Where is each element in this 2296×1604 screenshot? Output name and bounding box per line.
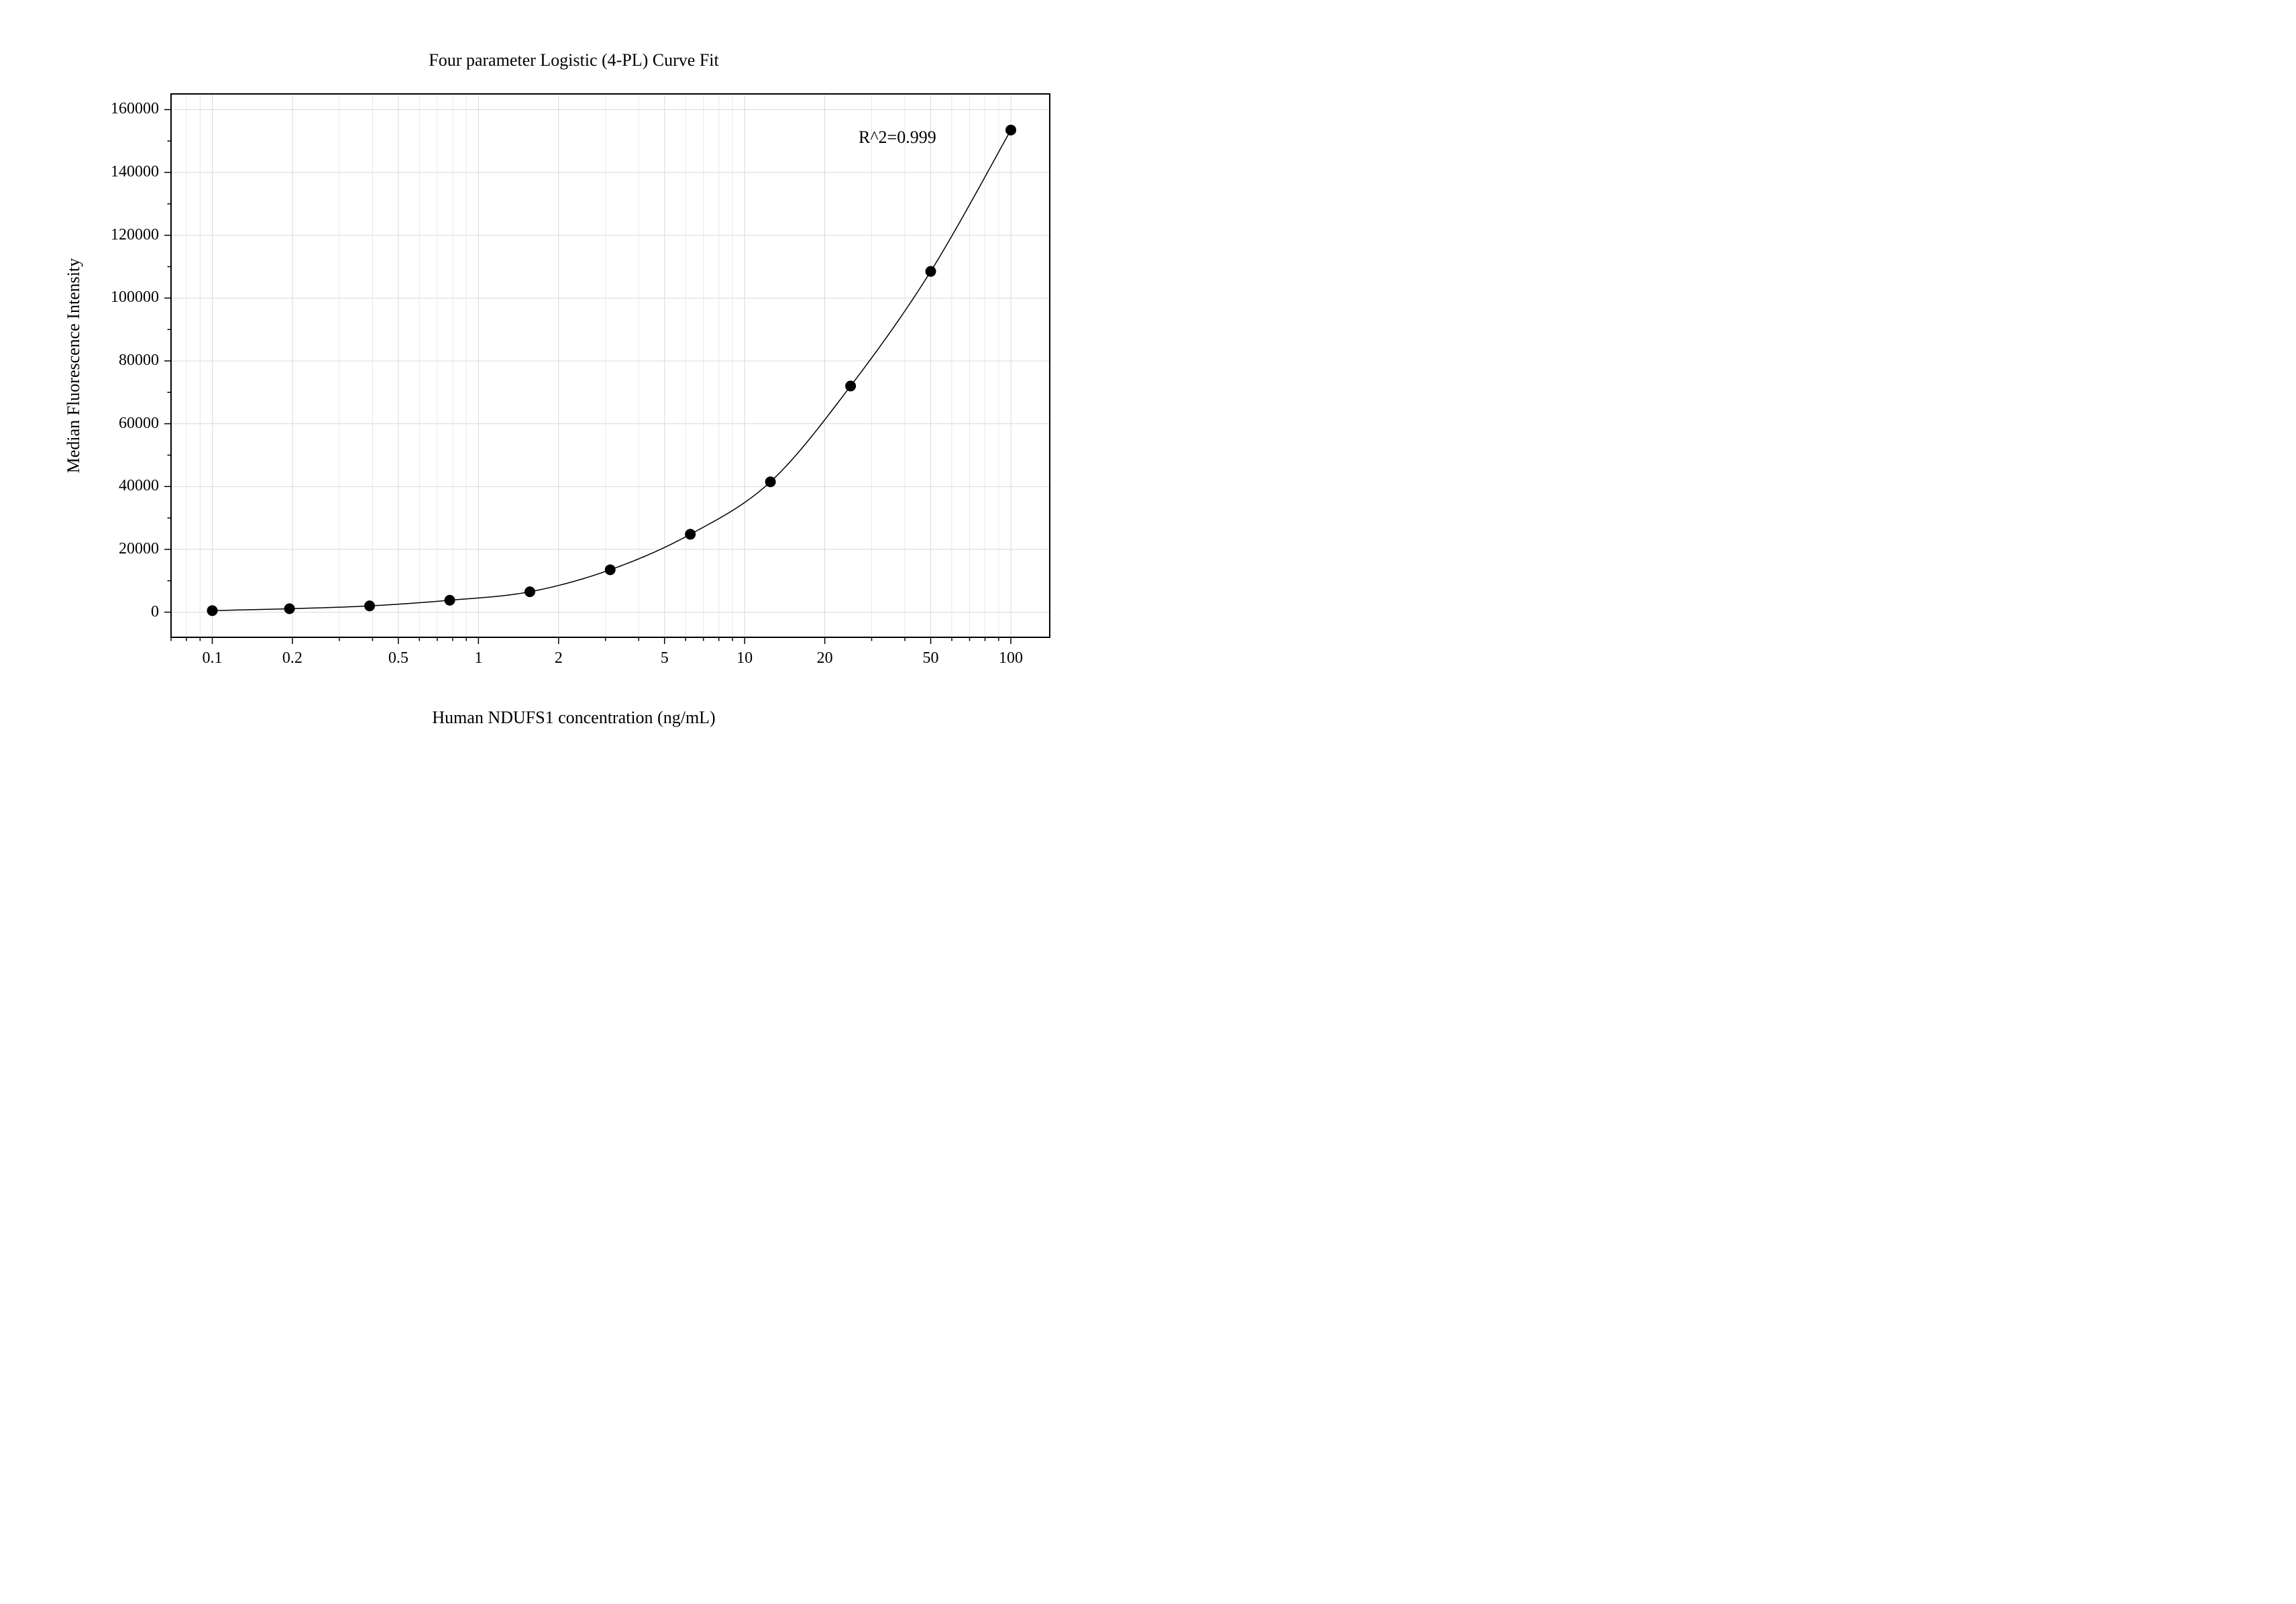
r-squared-annotation: R^2=0.999 bbox=[859, 127, 936, 148]
x-tick-label: 10 bbox=[718, 649, 771, 667]
y-tick-label: 120000 bbox=[78, 226, 159, 244]
x-tick-label: 0.1 bbox=[185, 649, 239, 667]
x-tick-label: 50 bbox=[904, 649, 958, 667]
x-tick-label: 0.2 bbox=[266, 649, 319, 667]
x-tick-label: 2 bbox=[532, 649, 586, 667]
y-tick-label: 100000 bbox=[78, 288, 159, 307]
y-tick-label: 80000 bbox=[78, 352, 159, 370]
x-tick-label: 1 bbox=[451, 649, 505, 667]
x-tick-label: 5 bbox=[638, 649, 692, 667]
y-tick-label: 0 bbox=[78, 603, 159, 621]
y-tick-label: 160000 bbox=[78, 100, 159, 118]
x-tick-label: 20 bbox=[798, 649, 852, 667]
chart-container: Four parameter Logistic (4-PL) Curve Fit… bbox=[0, 0, 1148, 802]
x-tick-label: 100 bbox=[984, 649, 1038, 667]
y-tick-label: 140000 bbox=[78, 163, 159, 181]
y-tick-label: 40000 bbox=[78, 477, 159, 495]
x-tick-label: 0.5 bbox=[372, 649, 425, 667]
chart-svg bbox=[0, 0, 1148, 802]
y-tick-label: 60000 bbox=[78, 415, 159, 433]
y-tick-label: 20000 bbox=[78, 540, 159, 558]
